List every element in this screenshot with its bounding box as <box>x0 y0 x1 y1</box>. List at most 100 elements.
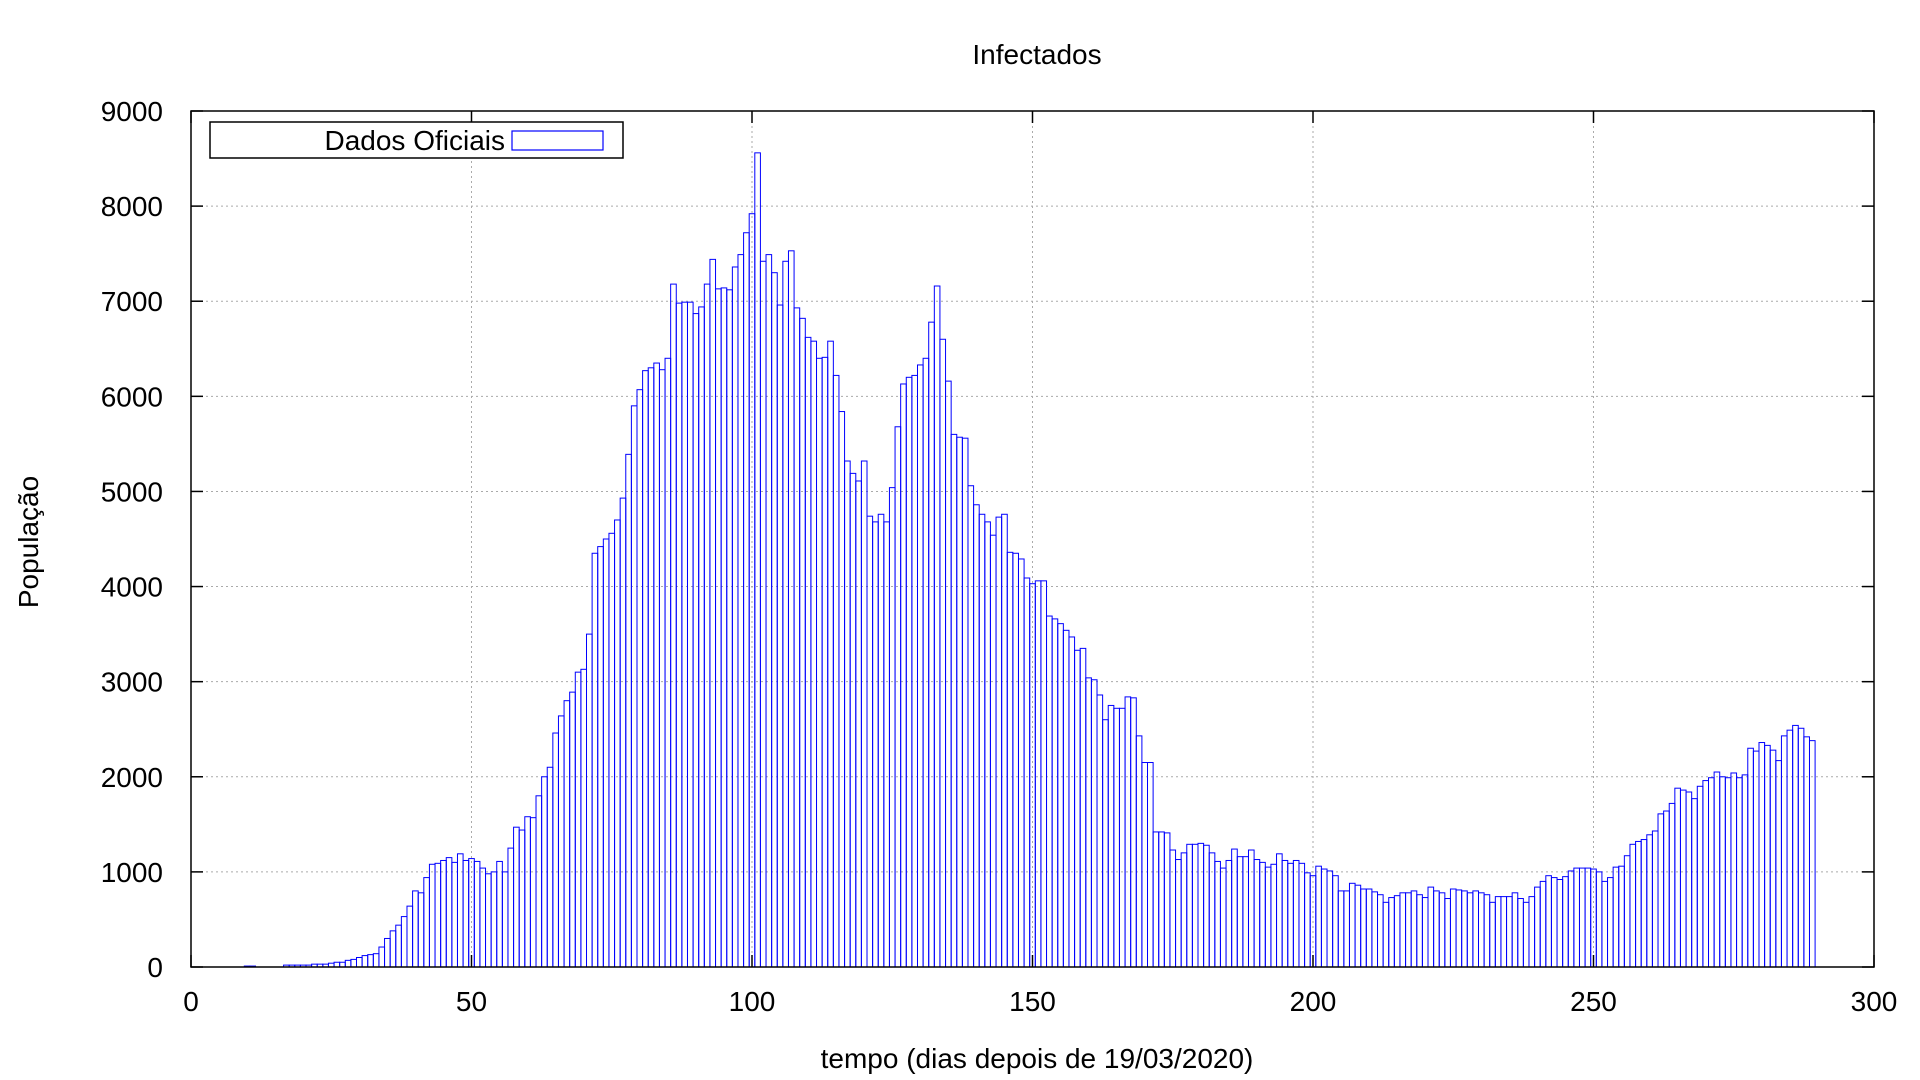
bar <box>1455 889 1463 968</box>
bar <box>1758 742 1766 968</box>
bar <box>675 302 683 968</box>
bar <box>1567 870 1575 968</box>
bar <box>1629 843 1637 968</box>
bar <box>1365 888 1373 968</box>
y-tick-label: 3000 <box>101 667 163 698</box>
bar <box>1270 863 1278 968</box>
bar <box>653 362 660 968</box>
bar <box>1539 880 1547 968</box>
bar <box>1702 780 1710 968</box>
bar <box>1169 849 1177 968</box>
bar <box>400 916 408 968</box>
bar <box>372 953 380 968</box>
bar <box>1500 896 1508 968</box>
legend-label: Dados Oficiais <box>324 125 505 156</box>
bar <box>1635 840 1642 968</box>
bar <box>664 357 672 968</box>
bar <box>1343 890 1350 968</box>
bar <box>1534 886 1541 968</box>
bar <box>1601 880 1609 968</box>
grid-lines <box>191 111 1874 967</box>
bar <box>1562 876 1569 968</box>
bar <box>1096 694 1104 968</box>
legend-box <box>209 121 624 159</box>
bar <box>793 307 801 968</box>
bar <box>1079 647 1087 968</box>
bar <box>911 374 918 968</box>
bar <box>557 715 565 968</box>
bar <box>1691 798 1698 968</box>
bar <box>1113 707 1120 968</box>
bar <box>1506 896 1513 968</box>
bar <box>1388 897 1395 968</box>
x-tick-label: 100 <box>729 986 776 1017</box>
bar <box>1320 868 1328 968</box>
y-tick-label: 2000 <box>101 762 163 793</box>
bar <box>1663 810 1670 968</box>
bar <box>787 250 795 968</box>
bar <box>1348 882 1356 968</box>
bar <box>518 829 526 968</box>
bar <box>1618 865 1625 968</box>
bar <box>406 905 414 968</box>
bar <box>1203 844 1210 968</box>
bar <box>423 877 430 968</box>
bar <box>1135 735 1143 968</box>
bar <box>961 437 969 968</box>
bar <box>412 890 419 968</box>
bar <box>1102 719 1109 968</box>
bar <box>1421 897 1429 968</box>
bar <box>1786 729 1794 968</box>
bar <box>1264 866 1272 968</box>
bar <box>1517 898 1524 968</box>
bar <box>844 460 851 968</box>
bar <box>1377 894 1384 968</box>
bar <box>1382 901 1390 968</box>
bar <box>440 859 447 968</box>
bar <box>1780 735 1788 968</box>
legend-swatch <box>511 130 604 151</box>
bar <box>462 859 470 968</box>
bar <box>765 254 773 968</box>
bar <box>1792 724 1799 968</box>
x-tick-label: 50 <box>456 986 487 1017</box>
bar <box>1696 785 1704 968</box>
bar <box>1764 744 1771 968</box>
bar <box>529 817 537 968</box>
bar <box>731 266 739 968</box>
bar <box>1012 552 1019 968</box>
bar <box>1360 888 1367 968</box>
bar <box>1730 772 1738 968</box>
bar <box>1147 762 1154 968</box>
bar <box>1034 580 1042 968</box>
bar <box>1584 867 1592 968</box>
bar <box>1741 774 1749 968</box>
bar <box>720 287 728 968</box>
bar <box>355 956 363 968</box>
bar <box>350 958 357 968</box>
bar <box>1489 901 1496 968</box>
bar <box>866 515 874 968</box>
bar <box>625 453 632 968</box>
bar <box>1433 890 1440 968</box>
bar <box>434 862 442 968</box>
bar <box>395 924 402 968</box>
bar <box>1511 892 1519 968</box>
bar <box>1085 677 1092 968</box>
bar <box>1242 856 1249 968</box>
bar <box>1225 859 1233 968</box>
bar <box>995 516 1003 968</box>
bar <box>928 321 935 968</box>
bar <box>832 374 840 968</box>
bar <box>1685 791 1693 968</box>
bar <box>855 480 862 968</box>
bar <box>586 633 593 968</box>
bar <box>1371 891 1379 968</box>
bar <box>1483 894 1491 968</box>
bar <box>1769 749 1777 968</box>
bar <box>1679 789 1687 968</box>
bar <box>1197 842 1205 968</box>
bar <box>513 826 520 968</box>
bar <box>344 959 352 968</box>
bar <box>1623 855 1631 968</box>
